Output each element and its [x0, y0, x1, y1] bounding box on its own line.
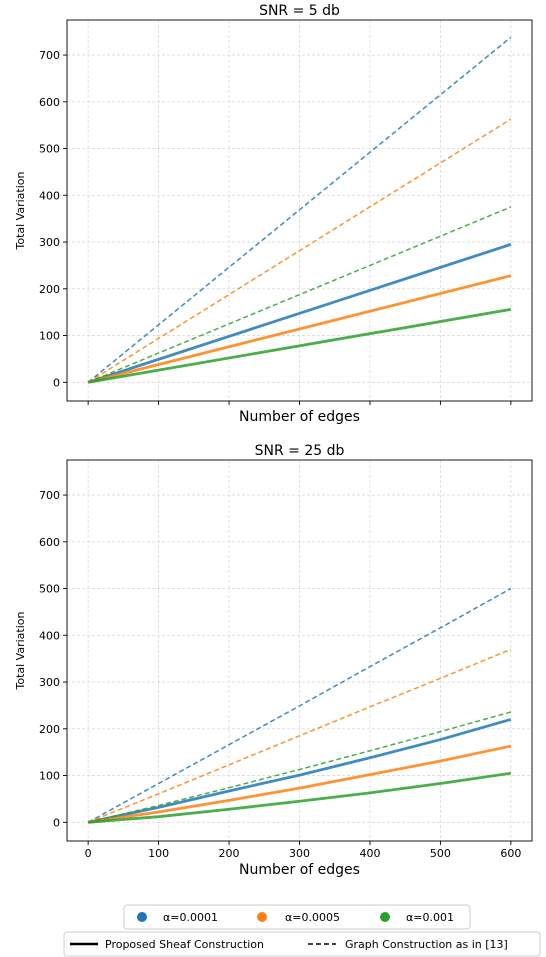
y-tick-label-4: 400 — [39, 189, 60, 202]
x-tick-label-1: 100 — [148, 847, 169, 860]
y-tick-label-1: 100 — [39, 770, 60, 783]
y-axis-label: Total Variation — [14, 611, 27, 690]
legend: α=0.0001 α=0.0005 α=0.001 Proposed Sheaf… — [63, 904, 541, 957]
charts: 0 100 200 300 400 500 600 700 SNR = 5 db Number o… — [14, 3, 533, 878]
y-tick-label-5: 500 — [39, 583, 60, 596]
x-tick-label-4: 400 — [359, 847, 380, 860]
x-tick-label-5: 500 — [430, 847, 451, 860]
legend-marker-alpha-0 — [137, 912, 147, 922]
legend-style-box — [63, 931, 541, 957]
legend-label-alpha-0: α=0.0001 — [163, 911, 218, 924]
series-line-0 — [87, 243, 512, 384]
y-tick-label-3: 300 — [39, 236, 60, 249]
x-tick-label-3: 300 — [289, 847, 310, 860]
chart-panel-1: 0 100 200 300 400 500 600 0 100 200 300 400 500 600 70… — [14, 443, 533, 878]
y-tick-label-0: 0 — [53, 376, 60, 389]
y-tick-label-4: 400 — [39, 629, 60, 642]
series-line-4 — [87, 648, 512, 823]
legend-marker-alpha-2 — [380, 912, 390, 922]
legend-label-alpha-2: α=0.001 — [406, 911, 454, 924]
y-tick-label-5: 500 — [39, 143, 60, 156]
y-tick-label-7: 700 — [39, 49, 60, 62]
y-tick-label-2: 200 — [39, 283, 60, 296]
y-tick-label-0: 0 — [53, 816, 60, 829]
y-tick-label-1: 100 — [39, 330, 60, 343]
x-tick-label-0: 0 — [85, 847, 92, 860]
legend-label-dashed: Graph Construction as in [13] — [345, 938, 508, 951]
series-line-3 — [87, 36, 512, 383]
x-tick-label-2: 200 — [219, 847, 240, 860]
y-tick-label-6: 600 — [39, 96, 60, 109]
series-line-4 — [87, 118, 512, 383]
series-line-2 — [87, 307, 512, 384]
y-tick-label-7: 700 — [39, 489, 60, 502]
series-line-1 — [87, 744, 512, 824]
legend-label-solid: Proposed Sheaf Construction — [105, 938, 264, 951]
legend-label-alpha-1: α=0.0005 — [285, 911, 340, 924]
legend-marker-alpha-1 — [257, 912, 267, 922]
x-axis-label: Number of edges — [239, 409, 360, 425]
series-line-5 — [87, 206, 512, 383]
y-tick-label-2: 200 — [39, 723, 60, 736]
chart-title: SNR = 25 db — [255, 443, 345, 459]
y-tick-label-6: 600 — [39, 536, 60, 549]
series-line-0 — [87, 718, 512, 824]
series-line-3 — [87, 587, 512, 823]
x-tick-label-6: 600 — [500, 847, 521, 860]
y-tick-label-3: 300 — [39, 676, 60, 689]
series-line-2 — [88, 771, 512, 824]
chart-panel-0: 0 100 200 300 400 500 600 700 SNR = 5 db Number o… — [14, 3, 533, 425]
legend-alpha-box — [123, 904, 471, 930]
chart-title: SNR = 5 db — [259, 3, 340, 19]
x-axis-label: Number of edges — [239, 862, 360, 878]
series-line-5 — [87, 711, 512, 824]
series-line-1 — [87, 274, 512, 384]
y-axis-label: Total Variation — [14, 171, 27, 250]
